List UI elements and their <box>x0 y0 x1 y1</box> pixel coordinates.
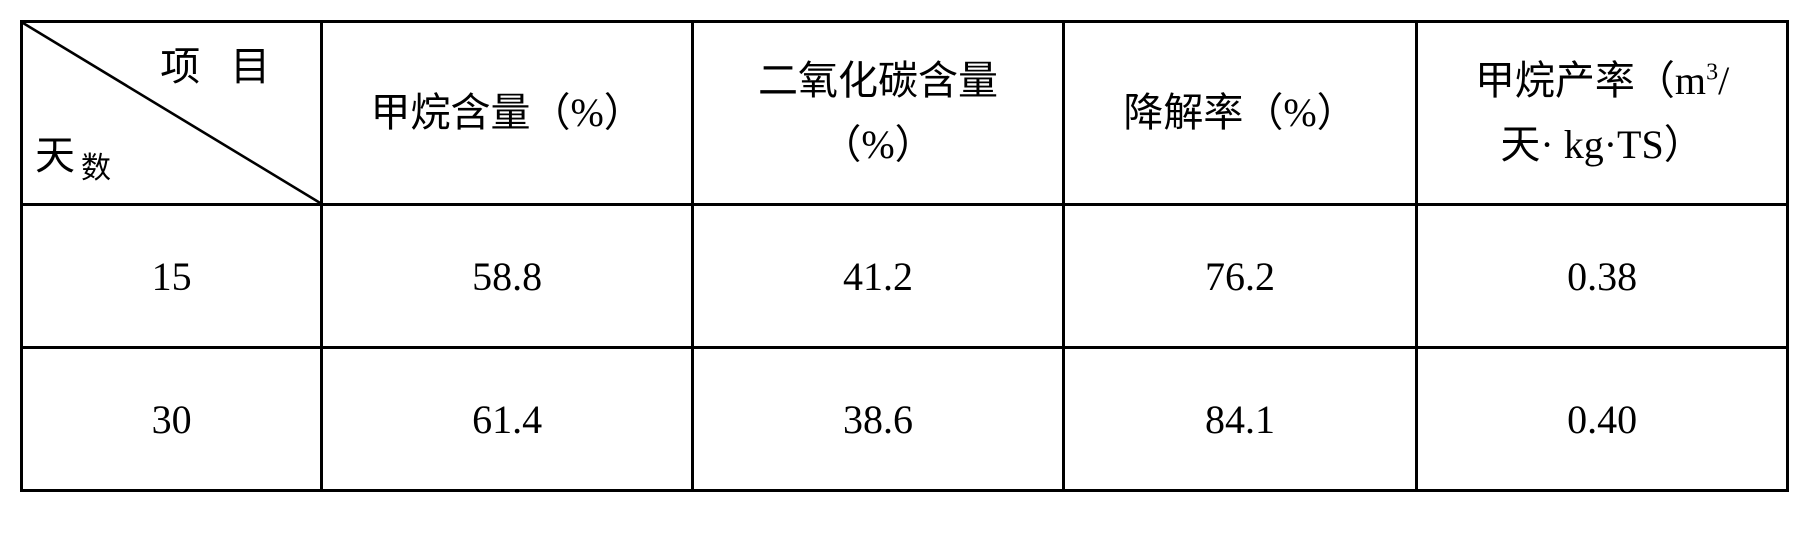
cell-yield: 0.38 <box>1417 205 1788 348</box>
cell-co2: 41.2 <box>693 205 1064 348</box>
cell-co2: 38.6 <box>693 348 1064 491</box>
column-axis-label: 项 目 <box>160 35 280 99</box>
col-header-degradation: 降解率（%） <box>1063 22 1416 205</box>
cell-degradation: 76.2 <box>1063 205 1416 348</box>
row-axis-label: 天数 <box>35 124 111 193</box>
table-row: 15 58.8 41.2 76.2 0.38 <box>22 205 1788 348</box>
table-row: 30 61.4 38.6 84.1 0.40 <box>22 348 1788 491</box>
cell-days: 30 <box>22 348 322 491</box>
cell-degradation: 84.1 <box>1063 348 1416 491</box>
cell-days: 15 <box>22 205 322 348</box>
cell-yield: 0.40 <box>1417 348 1788 491</box>
table-header-row: 项 目 天数 甲烷含量（%） 二氧化碳含量 （%） 降解率（%） 甲烷产率（m3… <box>22 22 1788 205</box>
col-header-methane-yield: 甲烷产率（m3/ 天· kg·TS） <box>1417 22 1788 205</box>
col-header-methane: 甲烷含量（%） <box>322 22 693 205</box>
data-table: 项 目 天数 甲烷含量（%） 二氧化碳含量 （%） 降解率（%） 甲烷产率（m3… <box>20 20 1789 492</box>
cell-methane: 58.8 <box>322 205 693 348</box>
diagonal-header-cell: 项 目 天数 <box>22 22 322 205</box>
cell-methane: 61.4 <box>322 348 693 491</box>
col-header-co2: 二氧化碳含量 （%） <box>693 22 1064 205</box>
